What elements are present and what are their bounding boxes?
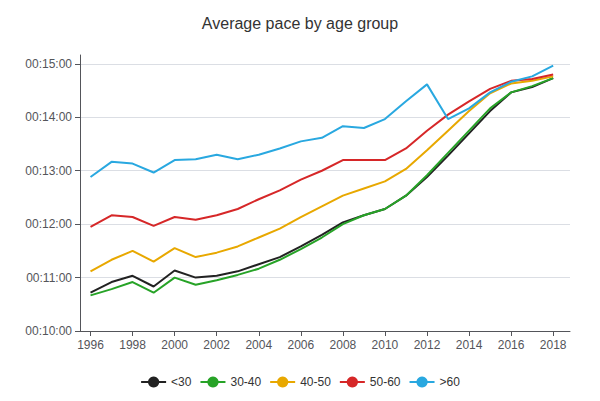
svg-text:2008: 2008 (330, 338, 357, 352)
svg-text:40-50: 40-50 (300, 375, 331, 389)
svg-text:50-60: 50-60 (370, 375, 401, 389)
svg-text:>60: >60 (440, 375, 461, 389)
svg-text:2002: 2002 (203, 338, 230, 352)
svg-text:00:12:00: 00:12:00 (25, 217, 72, 231)
svg-text:2014: 2014 (456, 338, 483, 352)
svg-text:2006: 2006 (287, 338, 314, 352)
svg-text:00:13:00: 00:13:00 (25, 164, 72, 178)
svg-text:00:11:00: 00:11:00 (26, 271, 72, 285)
svg-text:00:15:00: 00:15:00 (25, 57, 72, 71)
svg-text:1996: 1996 (77, 338, 104, 352)
svg-text:2004: 2004 (245, 338, 272, 352)
svg-text:<30: <30 (171, 375, 192, 389)
svg-text:00:14:00: 00:14:00 (25, 110, 72, 124)
svg-text:1998: 1998 (119, 338, 146, 352)
svg-text:2016: 2016 (498, 338, 525, 352)
svg-text:2010: 2010 (372, 338, 399, 352)
svg-text:2012: 2012 (414, 338, 441, 352)
svg-text:00:10:00: 00:10:00 (25, 324, 72, 338)
svg-text:Average pace by age group: Average pace by age group (202, 15, 398, 32)
svg-text:2018: 2018 (540, 338, 567, 352)
svg-text:30-40: 30-40 (230, 375, 261, 389)
svg-text:2000: 2000 (161, 338, 188, 352)
